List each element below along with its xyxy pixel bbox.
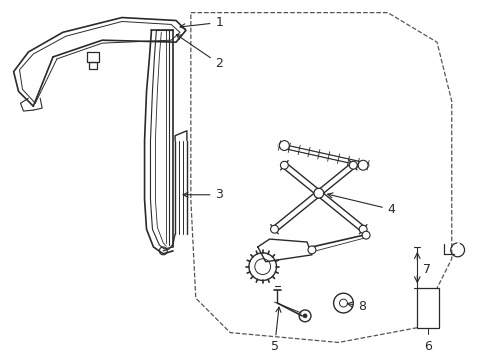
Text: 2: 2 [176,35,223,70]
Bar [416,288,438,328]
Circle shape [362,231,369,239]
Text: 8: 8 [346,300,366,312]
Circle shape [313,188,323,198]
Text: 1: 1 [180,16,223,29]
Circle shape [307,246,315,254]
Circle shape [270,225,278,233]
Text: 6: 6 [423,339,431,352]
Circle shape [279,141,289,150]
Text: 3: 3 [183,188,223,201]
Circle shape [348,161,357,169]
Circle shape [280,161,288,169]
Circle shape [359,225,366,233]
Circle shape [303,314,306,318]
Text: 5: 5 [270,307,281,354]
Circle shape [358,160,367,170]
Text: 4: 4 [327,193,395,216]
Text: 7: 7 [422,263,430,276]
